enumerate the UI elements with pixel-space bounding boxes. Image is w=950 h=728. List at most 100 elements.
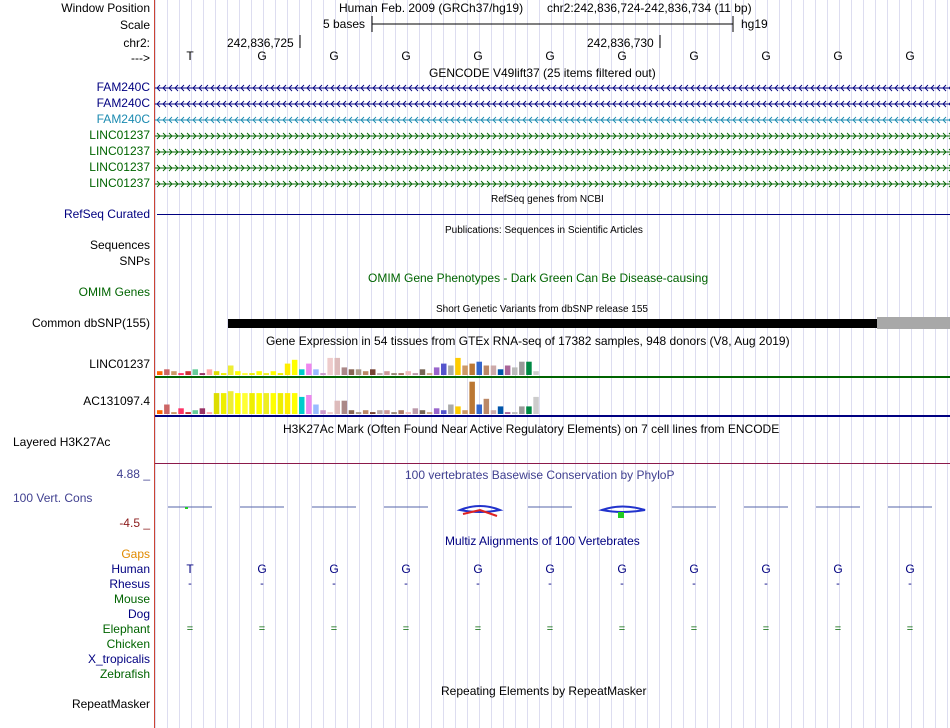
assembly-text: Human Feb. 2009 (GRCh37/hg19) (339, 1, 524, 15)
strand-chevron (414, 100, 419, 108)
strand-chevron (312, 132, 317, 140)
refseq-label[interactable]: RefSeq Curated (63, 207, 150, 221)
dbsnp-variant-bar[interactable] (228, 319, 878, 328)
dbsnp-label[interactable]: Common dbSNP(155) (31, 316, 150, 330)
strand-chevron (846, 164, 851, 172)
strand-chevron (894, 116, 899, 124)
strand-chevron (810, 180, 815, 188)
strand-chevron (828, 164, 833, 172)
gencode-label-1[interactable]: FAM240C (96, 80, 150, 94)
strand-chevron (282, 116, 287, 124)
strand-chevron (348, 180, 353, 188)
gencode-label-7[interactable]: LINC01237 (89, 176, 150, 190)
gencode-label-3[interactable]: FAM240C (96, 112, 150, 126)
strand-chevron (744, 84, 749, 92)
strand-chevron (630, 164, 635, 172)
h3k27ac-label[interactable]: Layered H3K27Ac (13, 435, 111, 449)
strand-chevron (906, 100, 911, 108)
multiz-track-title: Multiz Alignments of 100 Vertebrates (445, 534, 640, 548)
strand-chevron (696, 132, 701, 140)
strand-chevron (558, 84, 563, 92)
gencode-label-4[interactable]: LINC01237 (89, 128, 150, 142)
snps-label[interactable]: SNPs (119, 254, 150, 268)
strand-chevron (528, 84, 533, 92)
strand-chevron (828, 84, 833, 92)
gtex-label-linc01237[interactable]: LINC01237 (89, 357, 150, 371)
strand-chevron (366, 132, 371, 140)
phylop-signal[interactable] (155, 500, 950, 522)
strand-chevron (852, 132, 857, 140)
strand-chevron (936, 180, 941, 188)
strand-chevron (216, 132, 221, 140)
phylop-label[interactable]: 100 Vert. Cons (13, 491, 93, 505)
strand-chevron (342, 100, 347, 108)
species-rhesus-label: Rhesus (109, 577, 150, 591)
strand-chevron (438, 100, 443, 108)
gtex-bar-charts[interactable] (155, 348, 950, 420)
strand-chevron (534, 100, 539, 108)
gaps-label[interactable]: Gaps (121, 547, 150, 561)
strand-chevron (360, 132, 365, 140)
strand-chevron (174, 116, 179, 124)
strand-chevron (378, 100, 383, 108)
strand-chevron (468, 132, 473, 140)
strand-chevron (786, 180, 791, 188)
sequences-label[interactable]: Sequences (89, 238, 150, 252)
strand-chevron (372, 164, 377, 172)
gtex-bar-ac131097-51 (519, 406, 525, 414)
alignment-base: - (476, 578, 480, 590)
strand-chevron (588, 132, 593, 140)
strand-chevron (918, 116, 923, 124)
strand-chevron (924, 84, 929, 92)
strand-chevron (768, 148, 773, 156)
strand-chevron (810, 84, 815, 92)
strand-chevron (792, 116, 797, 124)
strand-chevron (678, 148, 683, 156)
strand-chevron (780, 148, 785, 156)
strand-chevron (528, 164, 533, 172)
refseq-gene-line[interactable] (157, 214, 950, 215)
gtex-bar-ac131097-32 (384, 410, 390, 414)
strand-chevron (630, 180, 635, 188)
strand-chevron (468, 180, 473, 188)
strand-chevron (876, 148, 881, 156)
strand-chevron (402, 100, 407, 108)
gencode-label-6[interactable]: LINC01237 (89, 160, 150, 174)
strand-chevron (402, 132, 407, 140)
omim-label[interactable]: OMIM Genes (78, 285, 150, 299)
scale-bar (299, 16, 734, 48)
gtex-label-ac131097[interactable]: AC131097.4 (83, 394, 150, 408)
strand-chevron (774, 84, 779, 92)
strand-chevron (456, 84, 461, 92)
strand-chevron (588, 100, 593, 108)
strand-chevron (840, 84, 845, 92)
gencode-gene-lines[interactable] (155, 80, 950, 192)
strand-chevron (522, 100, 527, 108)
gencode-label-5[interactable]: LINC01237 (89, 144, 150, 158)
strand-chevron (930, 180, 935, 188)
gencode-label-2[interactable]: FAM240C (96, 96, 150, 110)
strand-chevron (738, 180, 743, 188)
strand-chevron (264, 148, 269, 156)
strand-chevron (714, 84, 719, 92)
strand-chevron (600, 116, 605, 124)
strand-chevron (282, 164, 287, 172)
gtex-bar-linc01237-1 (164, 369, 170, 375)
gtex-bar-ac131097-26 (341, 400, 348, 414)
strand-chevron (546, 132, 551, 140)
strand-chevron (858, 84, 863, 92)
phylop-min-label: -4.5 _ (119, 516, 150, 530)
coord-tick-2: 242,836,730 (587, 36, 654, 50)
strand-chevron (810, 148, 815, 156)
strand-chevron (240, 132, 245, 140)
strand-chevron (618, 180, 623, 188)
gtex-bar-linc01237-4 (185, 371, 191, 375)
strand-chevron (348, 116, 353, 124)
dbsnp-variant-bar-gray[interactable] (877, 317, 950, 329)
strand-chevron (498, 84, 503, 92)
repeatmasker-label[interactable]: RepeatMasker (71, 697, 150, 711)
strand-chevron (924, 116, 929, 124)
strand-chevron (720, 148, 725, 156)
strand-chevron (774, 148, 779, 156)
strand-chevron (456, 100, 461, 108)
